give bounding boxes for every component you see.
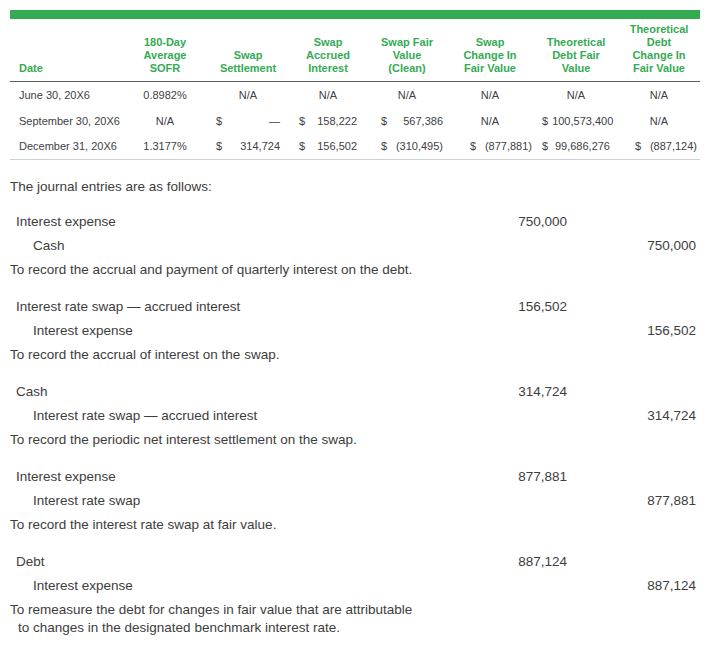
table-row: September 30, 20X6N/A$—$158,222$567,386N… [10,108,700,134]
debit-amount: 750,000 [518,210,567,234]
credit-amount: 750,000 [647,234,696,258]
money-value: $158,222 [299,115,357,127]
credit-line: Interest rate swap — accrued interest 314… [10,404,700,428]
table-body: June 30, 20X60.8982%N/AN/AN/AN/AN/AN/ASe… [10,82,700,160]
credit-line: Interest rate swap 877,881 [10,489,700,513]
journal-entries-intro: The journal entries are as follows: [10,175,700,198]
credit-account: Cash [10,238,65,253]
credit-amount: 887,124 [647,574,696,598]
debit-account: Debt [10,554,45,569]
entry-note: To remeasure the debt for changes in fai… [10,601,700,637]
debit-line: Interest rate swap — accrued interest 156… [10,295,700,319]
money-value: $567,386 [381,115,443,127]
row-cell: N/A [122,108,208,134]
row-date: June 30, 20X6 [10,82,122,108]
journal-entry: Interest rate swap — accrued interest 156… [10,295,700,364]
entry-note: To record the periodic net interest sett… [10,431,700,449]
money-value: $(877,881) [470,140,532,152]
money-value: $— [216,115,280,127]
money-value: $(887,124) [635,140,697,152]
debit-line: Cash 314,724 [10,380,700,404]
credit-line: Interest expense 156,502 [10,319,700,343]
table-top-accent-bar [10,10,700,19]
debit-line: Debt 887,124 [10,550,700,574]
credit-account: Interest expense [10,323,133,338]
column-header-swap-change-in-fair-value: SwapChange InFair Value [446,19,534,82]
credit-line: Interest expense 887,124 [10,574,700,598]
money-value: $314,724 [216,140,280,152]
debit-amount: 877,881 [518,465,567,489]
row-cell: $99,686,276 [534,134,618,160]
debit-line: Interest expense 750,000 [10,210,700,234]
table-header-row: Date180-DayAverageSOFRSwapSettlementSwap… [10,19,700,82]
money-value: $99,686,276 [542,140,610,152]
row-date: December 31, 20X6 [10,134,122,160]
column-header-theoretical-debt-fair-value: TheoreticalDebt FairValue [534,19,618,82]
debit-amount: 887,124 [518,550,567,574]
row-cell: N/A [208,82,288,108]
credit-account: Interest rate swap — accrued interest [10,408,257,423]
row-cell: $100,573,400 [534,108,618,134]
column-header-swap-fair-value-clean: Swap FairValue(Clean) [368,19,446,82]
debit-account: Interest expense [10,214,116,229]
entry-note: To record the accrual of interest on the… [10,346,700,364]
money-value: $(310,495) [381,140,443,152]
column-header-swap-settlement: SwapSettlement [208,19,288,82]
journal-entry: Cash314,724Interest rate swap — accrued … [10,380,700,449]
row-cell: $314,724 [208,134,288,160]
debit-amount: 156,502 [518,295,567,319]
column-header-swap-accrued-interest: SwapAccruedInterest [288,19,368,82]
row-cell: $158,222 [288,108,368,134]
journal-entry: Interest expense 750,000 Cash 750,000 To rec… [10,210,700,279]
money-value: $156,502 [299,140,357,152]
row-cell: N/A [368,82,446,108]
debit-account: Interest rate swap — accrued interest [10,299,240,314]
credit-amount: 877,881 [647,489,696,513]
credit-amount: 156,502 [647,319,696,343]
column-header-date: Date [10,19,122,82]
credit-account: Interest expense [10,578,133,593]
row-cell: $567,386 [368,108,446,134]
table-row: June 30, 20X60.8982%N/AN/AN/AN/AN/AN/A [10,82,700,108]
row-cell: $(877,881) [446,134,534,160]
credit-line: Cash 750,000 [10,234,700,258]
row-cell: N/A [288,82,368,108]
swap-summary-table: Date180-DayAverageSOFRSwapSettlementSwap… [10,19,700,160]
row-date: September 30, 20X6 [10,108,122,134]
column-header-theoretical-debt-change-in-fair-value: TheoreticalDebtChange InFair Value [618,19,700,82]
document-page: Date180-DayAverageSOFRSwapSettlementSwap… [0,0,710,637]
table-row: December 31, 20X61.3177% $314,724 $156,502… [10,134,700,160]
entry-note: To record the interest rate swap at fair… [10,516,700,534]
row-cell: $156,502 [288,134,368,160]
row-cell: N/A [446,82,534,108]
journal-entry: Debt 887,124 Interest expense 887,124 To rem… [10,550,700,637]
debit-amount: 314,724 [518,380,567,404]
row-cell: 1.3177% [122,134,208,160]
column-header-sofr: 180-DayAverageSOFR [122,19,208,82]
money-value: $100,573,400 [542,115,610,127]
journal-entry: Interest expense877,881Interest rate swa… [10,465,700,534]
row-cell: 0.8982% [122,82,208,108]
debit-account: Cash [10,384,48,399]
row-cell: N/A [534,82,618,108]
row-cell: N/A [618,82,700,108]
row-cell: N/A [446,108,534,134]
row-cell: $(310,495) [368,134,446,160]
journal-entries: Interest expense 750,000 Cash 750,000 To rec… [10,210,700,637]
row-cell: $(887,124) [618,134,700,160]
row-cell: $— [208,108,288,134]
row-cell: N/A [618,108,700,134]
debit-account: Interest expense [10,469,116,484]
debit-line: Interest expense 877,881 [10,465,700,489]
entry-note: To record the accrual and payment of qua… [10,261,700,279]
credit-account: Interest rate swap [10,493,140,508]
credit-amount: 314,724 [647,404,696,428]
